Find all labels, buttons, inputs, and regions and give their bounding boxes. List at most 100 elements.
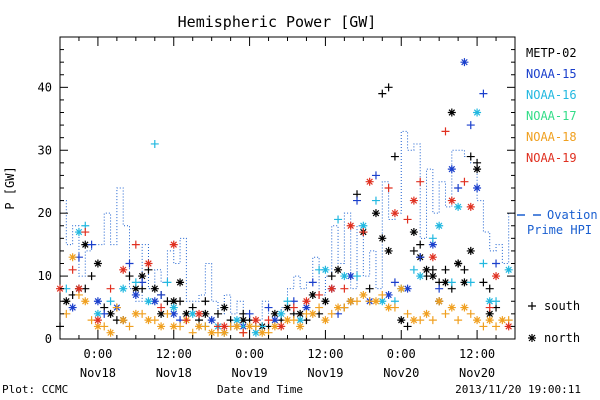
symbol-key-north: north <box>544 331 580 345</box>
marker-south <box>213 309 222 318</box>
marker-south <box>403 215 412 224</box>
marker-north <box>201 309 210 318</box>
marker-south <box>157 303 166 312</box>
marker-south <box>378 89 387 98</box>
marker-north <box>74 284 83 293</box>
marker-north <box>93 309 102 318</box>
marker-north <box>277 309 286 318</box>
marker-north <box>447 196 456 205</box>
plot-frame <box>59 36 516 340</box>
legend-noaa-15: NOAA-15 <box>526 67 577 81</box>
marker-south <box>327 272 336 281</box>
marker-north <box>466 246 475 255</box>
marker-south <box>466 152 475 161</box>
marker-north <box>397 284 406 293</box>
marker-north <box>346 272 355 281</box>
marker-north <box>157 309 166 318</box>
marker-south <box>315 303 324 312</box>
marker-south <box>182 316 191 325</box>
y-tick-label: 30 <box>38 143 52 157</box>
y-tick-label: 20 <box>38 206 52 220</box>
marker-north <box>485 297 494 306</box>
marker-north <box>441 278 450 287</box>
marker-south <box>371 171 380 180</box>
marker-south <box>416 177 425 186</box>
marker-north <box>119 284 128 293</box>
marker-north <box>81 297 90 306</box>
marker-north <box>138 272 147 281</box>
marker-south <box>441 127 450 136</box>
x-tick-label-date: Nov20 <box>383 366 419 380</box>
marker-north <box>195 322 204 331</box>
marker-south <box>131 240 140 249</box>
marker-south <box>485 303 494 312</box>
marker-north <box>346 297 355 306</box>
marker-north <box>232 322 241 331</box>
marker-north <box>106 309 115 318</box>
x-tick-label-time: 0:00 <box>235 347 264 361</box>
marker-north <box>62 297 71 306</box>
marker-south <box>390 278 399 287</box>
marker-south <box>87 240 96 249</box>
marker-north <box>485 309 494 318</box>
marker-south <box>454 184 463 192</box>
marker-south <box>371 196 380 205</box>
chart-title: Hemispheric Power [GW] <box>178 13 377 31</box>
marker-north <box>435 221 444 230</box>
marker-north <box>296 316 305 325</box>
x-tick-label-date: Nov19 <box>232 366 268 380</box>
marker-north <box>504 322 513 331</box>
marker-north <box>447 165 456 174</box>
marker-north <box>169 297 178 306</box>
marker-north <box>220 303 229 312</box>
x-tick-label-time: 12:00 <box>459 347 495 361</box>
marker-north <box>409 228 418 237</box>
marker-north <box>150 297 159 306</box>
marker-north <box>207 328 216 337</box>
marker-north <box>68 303 77 312</box>
marker-north <box>327 284 336 293</box>
marker-south <box>384 83 393 92</box>
data-points <box>56 58 513 337</box>
marker-north <box>321 316 330 325</box>
marker-north <box>188 309 197 318</box>
marker-south <box>365 284 374 293</box>
marker-north <box>334 303 343 312</box>
marker-south <box>428 316 437 325</box>
marker-south <box>112 303 121 312</box>
marker-north <box>340 272 349 281</box>
marker-south <box>485 284 494 293</box>
marker-south <box>492 322 501 331</box>
marker-north <box>409 316 418 325</box>
marker-south <box>378 290 387 299</box>
marker-south <box>409 265 418 274</box>
marker-south <box>131 278 140 287</box>
marker-north <box>169 322 178 331</box>
y-tick-label: 0 <box>45 332 52 346</box>
marker-south <box>264 303 273 312</box>
marker-south <box>81 228 90 237</box>
marker-north <box>473 184 482 192</box>
marker-north <box>321 265 330 274</box>
marker-north <box>409 196 418 205</box>
marker-south <box>454 316 463 325</box>
marker-south <box>359 228 368 237</box>
marker-north <box>93 322 102 331</box>
marker-south <box>390 152 399 161</box>
marker-south <box>264 316 273 325</box>
marker-south <box>308 278 317 287</box>
marker-north <box>428 240 437 249</box>
symbol-key <box>528 302 536 342</box>
marker-north <box>144 316 153 325</box>
x-tick-label-date: Nov19 <box>307 366 343 380</box>
marker-south <box>384 184 393 192</box>
marker-north <box>473 165 482 174</box>
legend-noaa-17: NOAA-17 <box>526 109 577 123</box>
marker-south <box>428 234 437 243</box>
x-axis-label: Date and Time <box>217 383 303 396</box>
marker-north <box>308 290 317 299</box>
marker-north <box>454 259 463 268</box>
marker-south <box>201 297 210 306</box>
marker-north <box>473 316 482 325</box>
marker-south <box>435 284 444 293</box>
